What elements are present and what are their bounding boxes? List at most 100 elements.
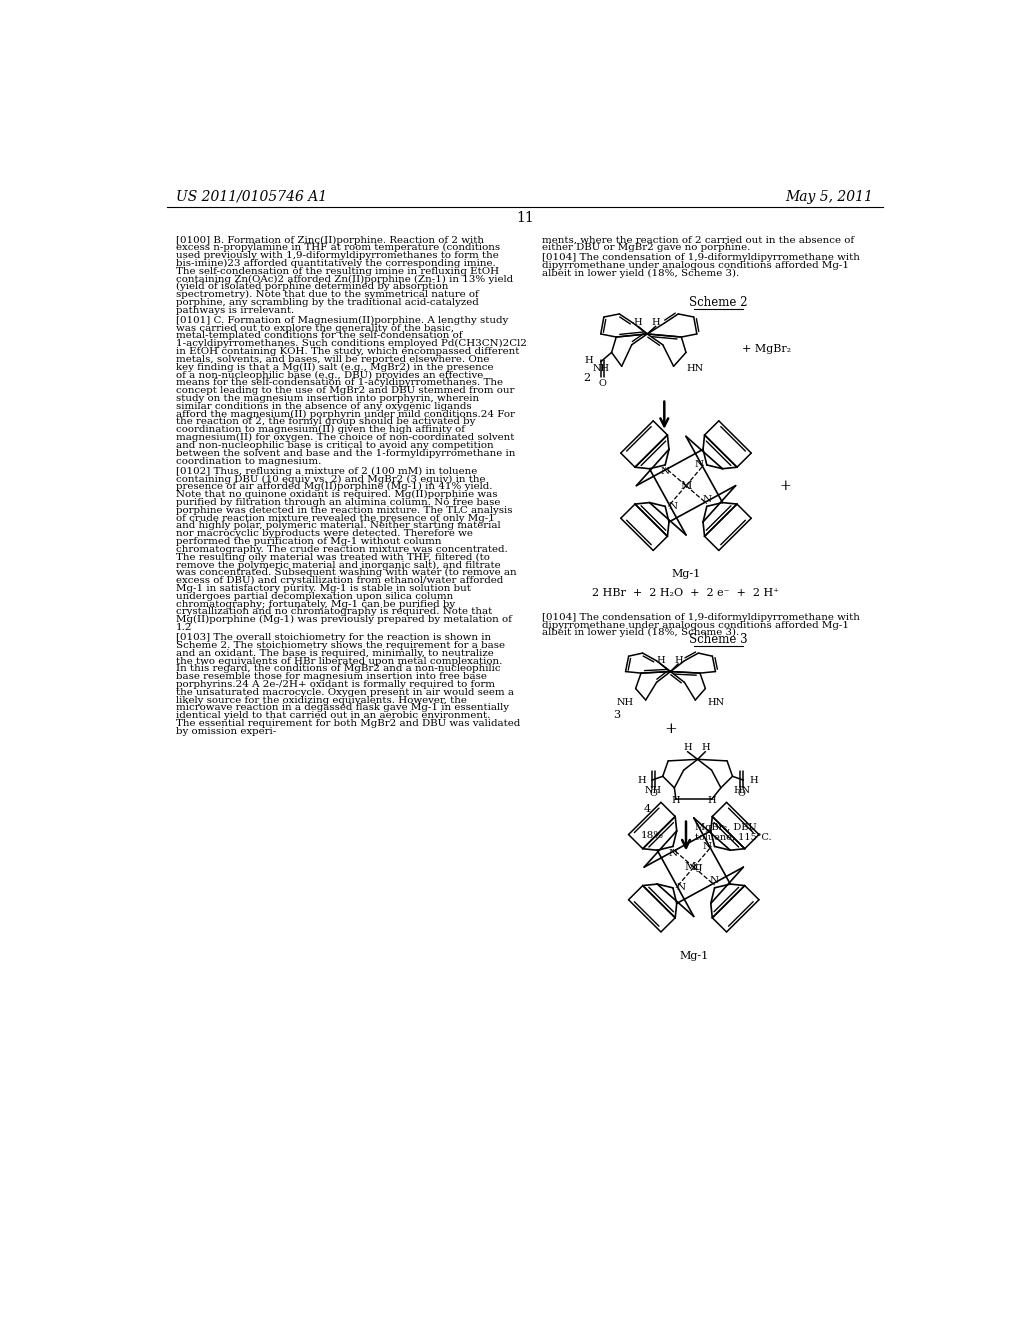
Text: bis-imine)23 afforded quantitatively the corresponding imine.: bis-imine)23 afforded quantitatively the… [176, 259, 496, 268]
Text: the unsaturated macrocycle. Oxygen present in air would seem a: the unsaturated macrocycle. Oxygen prese… [176, 688, 514, 697]
Text: [0104] The condensation of 1,9-diformyldipyrromethane with: [0104] The condensation of 1,9-diformyld… [542, 253, 860, 263]
Text: N: N [702, 495, 712, 504]
Text: Scheme 3: Scheme 3 [689, 634, 748, 647]
Text: N: N [669, 502, 678, 511]
Text: undergoes partial decomplexation upon silica column: undergoes partial decomplexation upon si… [176, 591, 454, 601]
Text: magnesium(II) for oxygen. The choice of non-coordinated solvent: magnesium(II) for oxygen. The choice of … [176, 433, 514, 442]
Text: M: M [680, 480, 691, 491]
Text: H: H [585, 355, 593, 364]
Text: NH: NH [593, 364, 610, 374]
Text: Mg-1: Mg-1 [679, 950, 709, 961]
Text: likely source for the oxidizing equivalents. However, the: likely source for the oxidizing equivale… [176, 696, 467, 705]
Text: pathways is irrelevant.: pathways is irrelevant. [176, 306, 294, 314]
Text: nor macrocyclic byproducts were detected. Therefore we: nor macrocyclic byproducts were detected… [176, 529, 473, 539]
Text: O: O [738, 789, 745, 799]
Text: O: O [598, 379, 606, 388]
Text: US 2011/0105746 A1: US 2011/0105746 A1 [176, 190, 328, 203]
Text: Note that no quinone oxidant is required. Mg(II)porphine was: Note that no quinone oxidant is required… [176, 490, 498, 499]
Text: porphine was detected in the reaction mixture. The TLC analysis: porphine was detected in the reaction mi… [176, 506, 513, 515]
Text: albeit in lower yield (18%, Scheme 3).: albeit in lower yield (18%, Scheme 3). [542, 628, 739, 638]
Text: The essential requirement for both MgBr2 and DBU was validated: The essential requirement for both MgBr2… [176, 719, 520, 729]
Text: containing DBU (10 equiv vs. 2) and MgBr2 (3 equiv) in the: containing DBU (10 equiv vs. 2) and MgBr… [176, 474, 485, 483]
Text: Mg: Mg [685, 862, 702, 873]
Text: 11: 11 [516, 211, 534, 226]
Text: 4: 4 [644, 804, 651, 813]
Text: containing Zn(OAc)2 afforded Zn(II)porphine (Zn-1) in 13% yield: containing Zn(OAc)2 afforded Zn(II)porph… [176, 275, 513, 284]
Text: and non-nucleophilic base is critical to avoid any competition: and non-nucleophilic base is critical to… [176, 441, 494, 450]
Text: dipyrromethane under analogous conditions afforded Mg-1: dipyrromethane under analogous condition… [542, 261, 849, 271]
Text: study on the magnesium insertion into porphyrin, wherein: study on the magnesium insertion into po… [176, 395, 479, 403]
Text: Mg(II)porphine (Mg-1) was previously prepared by metalation of: Mg(II)porphine (Mg-1) was previously pre… [176, 615, 512, 624]
Text: The self-condensation of the resulting imine in refluxing EtOH: The self-condensation of the resulting i… [176, 267, 499, 276]
Text: H: H [651, 318, 660, 327]
Text: H: H [683, 743, 692, 752]
Text: NH: NH [616, 698, 634, 708]
Text: May 5, 2011: May 5, 2011 [785, 190, 873, 203]
Text: porphine, any scrambling by the traditional acid-catalyzed: porphine, any scrambling by the traditio… [176, 298, 479, 308]
Text: and an oxidant. The base is required, minimally, to neutralize: and an oxidant. The base is required, mi… [176, 648, 494, 657]
Text: 2 HBr  +  2 H₂O  +  2 e⁻  +  2 H⁺: 2 HBr + 2 H₂O + 2 e⁻ + 2 H⁺ [593, 589, 779, 598]
Text: performed the purification of Mg-1 without column: performed the purification of Mg-1 witho… [176, 537, 441, 546]
Text: base resemble those for magnesium insertion into free base: base resemble those for magnesium insert… [176, 672, 487, 681]
Text: presence of air afforded Mg(II)porphine (Mg-1) in 41% yield.: presence of air afforded Mg(II)porphine … [176, 482, 493, 491]
Text: [0103] The overall stoichiometry for the reaction is shown in: [0103] The overall stoichiometry for the… [176, 634, 492, 642]
Text: excess n-propylamine in THF at room temperature (conditions: excess n-propylamine in THF at room temp… [176, 243, 500, 252]
Text: chromatography. The crude reaction mixture was concentrated.: chromatography. The crude reaction mixtu… [176, 545, 508, 554]
Text: the reaction of 2, the formyl group should be activated by: the reaction of 2, the formyl group shou… [176, 417, 475, 426]
Text: In this regard, the conditions of MgBr2 and a non-nucleophilic: In this regard, the conditions of MgBr2 … [176, 664, 501, 673]
Text: means for the self-condensation of 1-acyldipyrromethanes. The: means for the self-condensation of 1-acy… [176, 379, 503, 387]
Text: metal-templated conditions for the self-condensation of: metal-templated conditions for the self-… [176, 331, 463, 341]
Text: in EtOH containing KOH. The study, which encompassed different: in EtOH containing KOH. The study, which… [176, 347, 519, 356]
Text: albeit in lower yield (18%, Scheme 3).: albeit in lower yield (18%, Scheme 3). [542, 269, 739, 279]
Text: metals, solvents, and bases, will be reported elsewhere. One: metals, solvents, and bases, will be rep… [176, 355, 489, 364]
Text: identical yield to that carried out in an aerobic environment.: identical yield to that carried out in a… [176, 711, 490, 721]
Text: spectrometry). Note that due to the symmetrical nature of: spectrometry). Note that due to the symm… [176, 290, 479, 300]
Text: was carried out to explore the generality of the basic,: was carried out to explore the generalit… [176, 323, 455, 333]
Text: HN: HN [733, 785, 751, 795]
Text: crystallization and no chromatography is required. Note that: crystallization and no chromatography is… [176, 607, 493, 616]
Text: [0100] B. Formation of Zinc(II)porphine. Reaction of 2 with: [0100] B. Formation of Zinc(II)porphine.… [176, 235, 484, 244]
Text: +: + [779, 479, 791, 492]
Text: dipyrromethane under analogous conditions afforded Mg-1: dipyrromethane under analogous condition… [542, 620, 849, 630]
Text: [0102] Thus, refluxing a mixture of 2 (100 mM) in toluene: [0102] Thus, refluxing a mixture of 2 (1… [176, 467, 477, 475]
Text: [0104] The condensation of 1,9-diformyldipyrromethane with: [0104] The condensation of 1,9-diformyld… [542, 612, 860, 622]
Text: N: N [702, 842, 712, 851]
Text: 18%: 18% [641, 832, 665, 841]
Text: HN: HN [707, 698, 724, 708]
Text: +: + [665, 722, 677, 735]
Text: either DBU or MgBr2 gave no porphine.: either DBU or MgBr2 gave no porphine. [542, 243, 751, 252]
Text: N: N [694, 461, 703, 470]
Text: The resulting oily material was treated with THF, filtered (to: The resulting oily material was treated … [176, 553, 489, 562]
Text: H: H [637, 776, 646, 784]
Text: and highly polar, polymeric material. Neither starting material: and highly polar, polymeric material. Ne… [176, 521, 501, 531]
Text: + MgBr₂: + MgBr₂ [741, 345, 791, 354]
Text: [0101] C. Formation of Magnesium(II)porphine. A lengthy study: [0101] C. Formation of Magnesium(II)porp… [176, 315, 508, 325]
Text: H: H [750, 776, 758, 784]
Text: concept leading to the use of MgBr2 and DBU stemmed from our: concept leading to the use of MgBr2 and … [176, 387, 514, 395]
Text: used previously with 1,9-diformyldipyrromethanes to form the: used previously with 1,9-diformyldipyrro… [176, 251, 499, 260]
Text: 1-acyldipyrromethanes. Such conditions employed Pd(CH3CN)2Cl2: 1-acyldipyrromethanes. Such conditions e… [176, 339, 527, 348]
Text: (yield of isolated porphine determined by absorption: (yield of isolated porphine determined b… [176, 282, 449, 292]
Text: excess of DBU) and crystallization from ethanol/water afforded: excess of DBU) and crystallization from … [176, 576, 504, 585]
Text: 1.2: 1.2 [176, 623, 193, 632]
Text: between the solvent and base and the 1-formyldipyrromethane in: between the solvent and base and the 1-f… [176, 449, 515, 458]
Text: 2: 2 [584, 372, 591, 383]
Text: remove the polymeric material and inorganic salt), and filtrate: remove the polymeric material and inorga… [176, 561, 501, 570]
Text: N: N [660, 467, 670, 477]
Text: 3: 3 [612, 710, 620, 721]
Text: purified by filtration through an alumina column. No free base: purified by filtration through an alumin… [176, 498, 501, 507]
Text: key finding is that a Mg(II) salt (e.g., MgBr2) in the presence: key finding is that a Mg(II) salt (e.g.,… [176, 363, 494, 372]
Text: of crude reaction mixture revealed the presence of only Mg-1: of crude reaction mixture revealed the p… [176, 513, 495, 523]
Text: by omission experi-: by omission experi- [176, 727, 276, 735]
Text: toluene, 115°C.: toluene, 115°C. [695, 833, 772, 842]
Text: HN: HN [686, 364, 703, 374]
Text: similar conditions in the absence of any oxygenic ligands: similar conditions in the absence of any… [176, 401, 472, 411]
Text: microwave reaction in a degassed flask gave Mg-1 in essentially: microwave reaction in a degassed flask g… [176, 704, 509, 713]
Text: H: H [656, 656, 665, 664]
Text: Mg-1: Mg-1 [672, 569, 700, 579]
Text: NH: NH [645, 785, 662, 795]
Text: H: H [701, 743, 710, 752]
Text: O: O [649, 789, 657, 799]
Text: the two equivalents of HBr liberated upon metal complexation.: the two equivalents of HBr liberated upo… [176, 656, 503, 665]
Text: ments, where the reaction of 2 carried out in the absence of: ments, where the reaction of 2 carried o… [542, 235, 854, 244]
